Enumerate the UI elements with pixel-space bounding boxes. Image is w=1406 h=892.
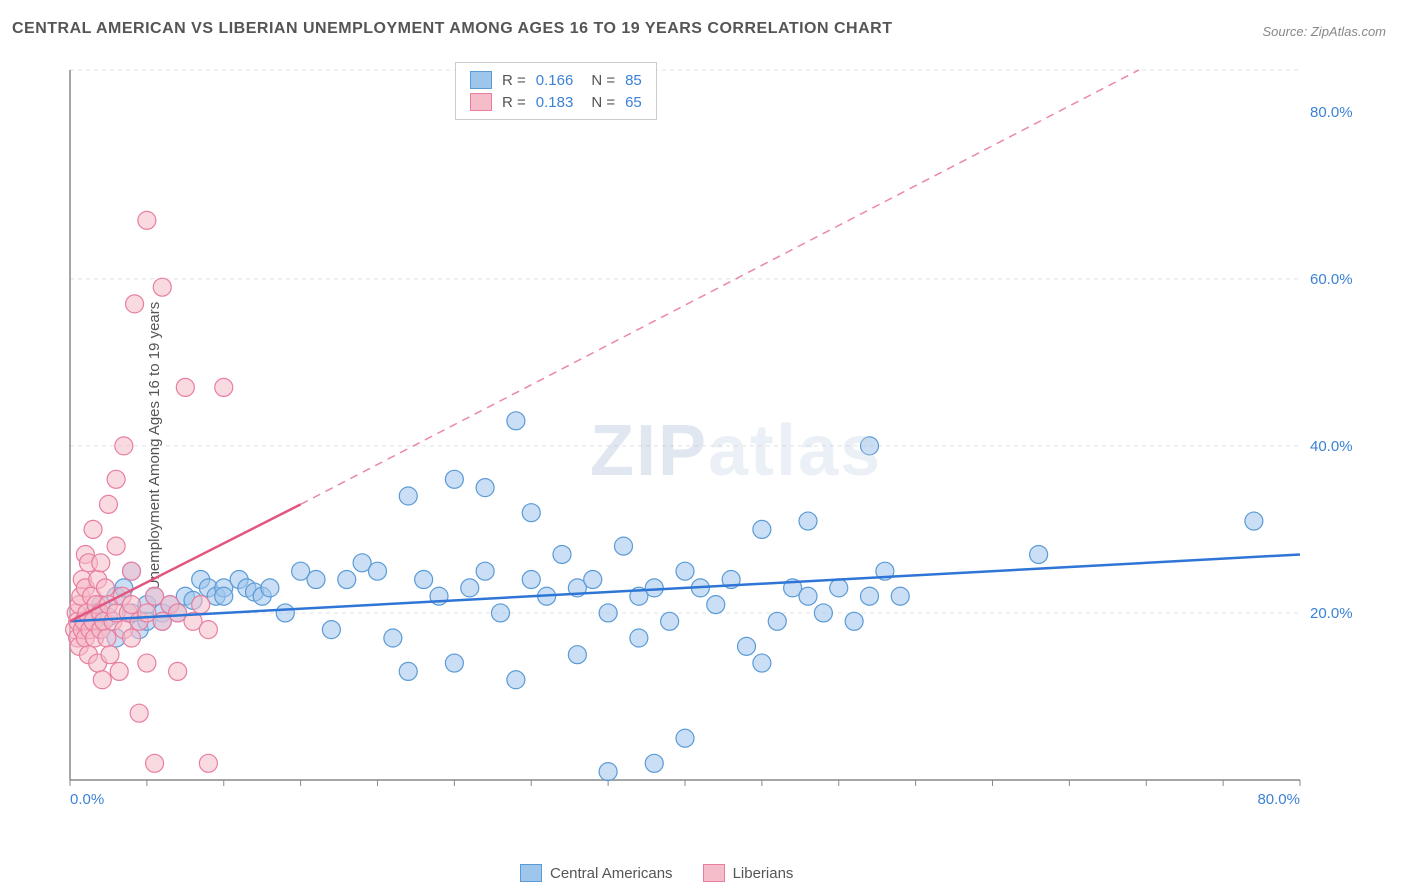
series-swatch — [470, 71, 492, 89]
r-label: R = — [502, 94, 526, 111]
legend-swatch — [703, 864, 725, 882]
chart-title: CENTRAL AMERICAN VS LIBERIAN UNEMPLOYMEN… — [12, 20, 893, 38]
plot-area: 20.0%40.0%60.0%80.0%0.0%80.0% ZIPatlas — [60, 60, 1360, 820]
r-value: 0.166 — [536, 72, 574, 89]
stats-row: R = 0.183 N = 65 — [470, 91, 642, 113]
n-value: 85 — [625, 72, 642, 89]
svg-text:40.0%: 40.0% — [1310, 438, 1353, 455]
legend-label: Central Americans — [550, 865, 673, 882]
legend-swatch — [520, 864, 542, 882]
series-swatch — [470, 93, 492, 111]
svg-text:60.0%: 60.0% — [1310, 271, 1353, 288]
svg-text:80.0%: 80.0% — [1257, 791, 1300, 808]
legend-label: Liberians — [733, 865, 794, 882]
bottom-legend: Central Americans Liberians — [520, 864, 793, 882]
legend-item: Liberians — [703, 864, 794, 882]
stats-legend-box: R = 0.166 N = 85 R = 0.183 N = 65 — [455, 62, 657, 120]
source-attribution: Source: ZipAtlas.com — [1262, 24, 1386, 39]
legend-item: Central Americans — [520, 864, 673, 882]
scatter-chart: 20.0% 40.0% 60.0% 80.0% 0.0% 80.0% — [60, 60, 1360, 820]
r-value: 0.183 — [536, 94, 574, 111]
n-label: N = — [591, 94, 615, 111]
stats-row: R = 0.166 N = 85 — [470, 69, 642, 91]
n-label: N = — [591, 72, 615, 89]
svg-text:20.0%: 20.0% — [1310, 605, 1353, 622]
r-label: R = — [502, 72, 526, 89]
svg-text:0.0%: 0.0% — [70, 791, 104, 808]
svg-text:80.0%: 80.0% — [1310, 104, 1353, 121]
n-value: 65 — [625, 94, 642, 111]
